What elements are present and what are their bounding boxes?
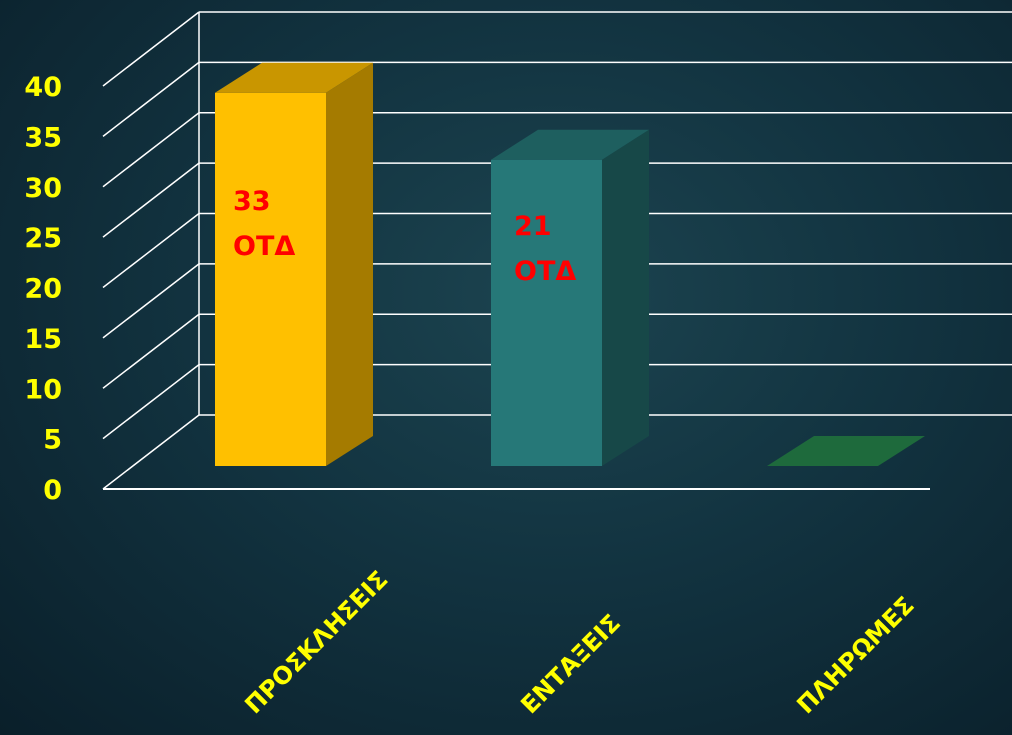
grid-diagonal: [103, 415, 199, 489]
y-tick-label: 30: [24, 173, 62, 204]
grid-diagonal: [103, 214, 199, 288]
bar-front: [491, 160, 602, 466]
data-label-unit: ΟΤΔ: [233, 231, 295, 262]
y-tick-label: 0: [43, 475, 62, 506]
x-axis-ticks: ΠΡΟΣΚΛΗΣΕΙΣ ΕΝΤΑΞΕΙΣ ΠΛΗΡΩΜΕΣ: [239, 565, 919, 719]
bar-floor: [767, 436, 925, 466]
bar-side: [602, 130, 649, 466]
x-tick-label: ΕΝΤΑΞΕΙΣ: [515, 609, 626, 720]
bar-3: [767, 436, 925, 466]
grid-diagonal: [103, 365, 199, 439]
bar-2: 21 ΟΤΔ: [491, 130, 649, 466]
y-tick-label: 40: [24, 72, 62, 103]
y-tick-label: 25: [24, 223, 62, 254]
bar-front: [215, 93, 326, 466]
data-label-value: 33: [233, 186, 271, 217]
grid-diagonal: [103, 12, 199, 86]
y-tick-label: 20: [24, 274, 62, 305]
data-label-unit: ΟΤΔ: [514, 256, 576, 287]
x-tick-label: ΠΡΟΣΚΛΗΣΕΙΣ: [239, 565, 393, 719]
y-axis-ticks: 0 5 10 15 20 25 30 35 40: [24, 72, 62, 506]
y-tick-label: 15: [24, 324, 62, 355]
x-tick-label: ΠΛΗΡΩΜΕΣ: [791, 591, 919, 719]
y-tick-label: 5: [43, 425, 62, 456]
y-tick-label: 35: [24, 122, 62, 153]
data-label-value: 21: [514, 211, 552, 242]
bar-1: 33 ΟΤΔ: [215, 63, 373, 466]
y-tick-label: 10: [24, 374, 62, 405]
grid-diagonal: [103, 314, 199, 388]
bar-side: [326, 63, 373, 466]
grid-diagonal: [103, 113, 199, 187]
grid-diagonal: [103, 62, 199, 136]
grid-diagonal: [103, 163, 199, 237]
grid-diagonal: [103, 264, 199, 338]
